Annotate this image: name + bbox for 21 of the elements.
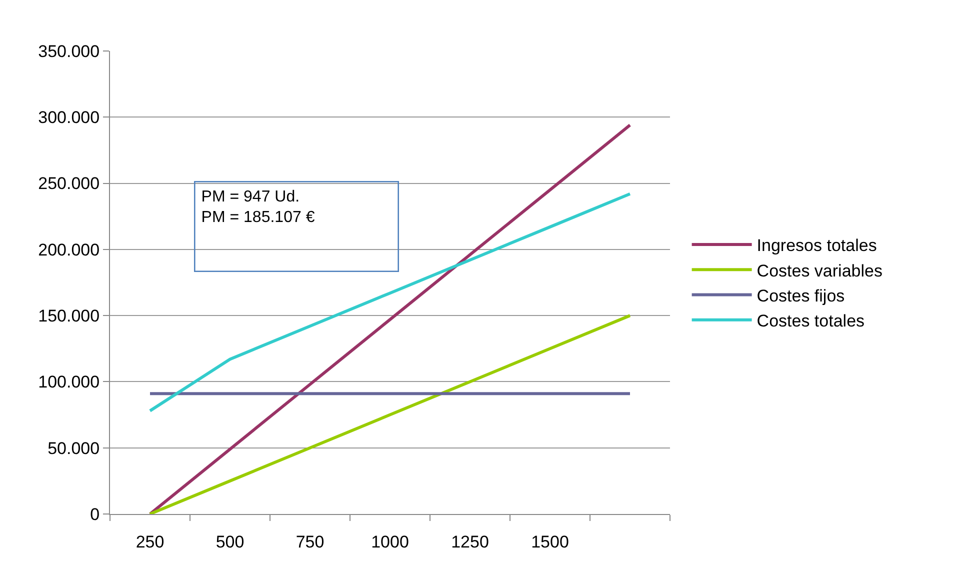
x-tick-label: 750 [296,532,324,552]
y-tick-label: 0 [90,504,100,524]
line-series [148,314,632,514]
x-tick-label: 1500 [531,532,569,552]
legend-label: Costes variables [756,261,882,280]
y-tick-label: 300.000 [38,108,100,128]
y-tick-label: 50.000 [48,438,100,458]
x-tick-label: 1000 [371,532,409,552]
x-tick-label: 250 [136,532,164,552]
x-tick-label: 1250 [451,532,489,552]
legend-label: Ingresos totales [756,236,877,256]
annotation: PM = 947 Ud. PM = 185.107 € [201,188,315,226]
legend-label: Costes fijos [756,286,845,306]
line-series [148,124,632,514]
x-tick-label: 500 [216,532,244,552]
y-tick-label: 100.000 [38,372,100,392]
y-tick-label: 150.000 [38,306,100,326]
legend-label: Costes totales [756,311,865,330]
y-tick-label: 200.000 [38,240,100,260]
y-tick-label: 250.000 [38,174,100,194]
y-tick-label: 350.000 [38,42,100,61]
